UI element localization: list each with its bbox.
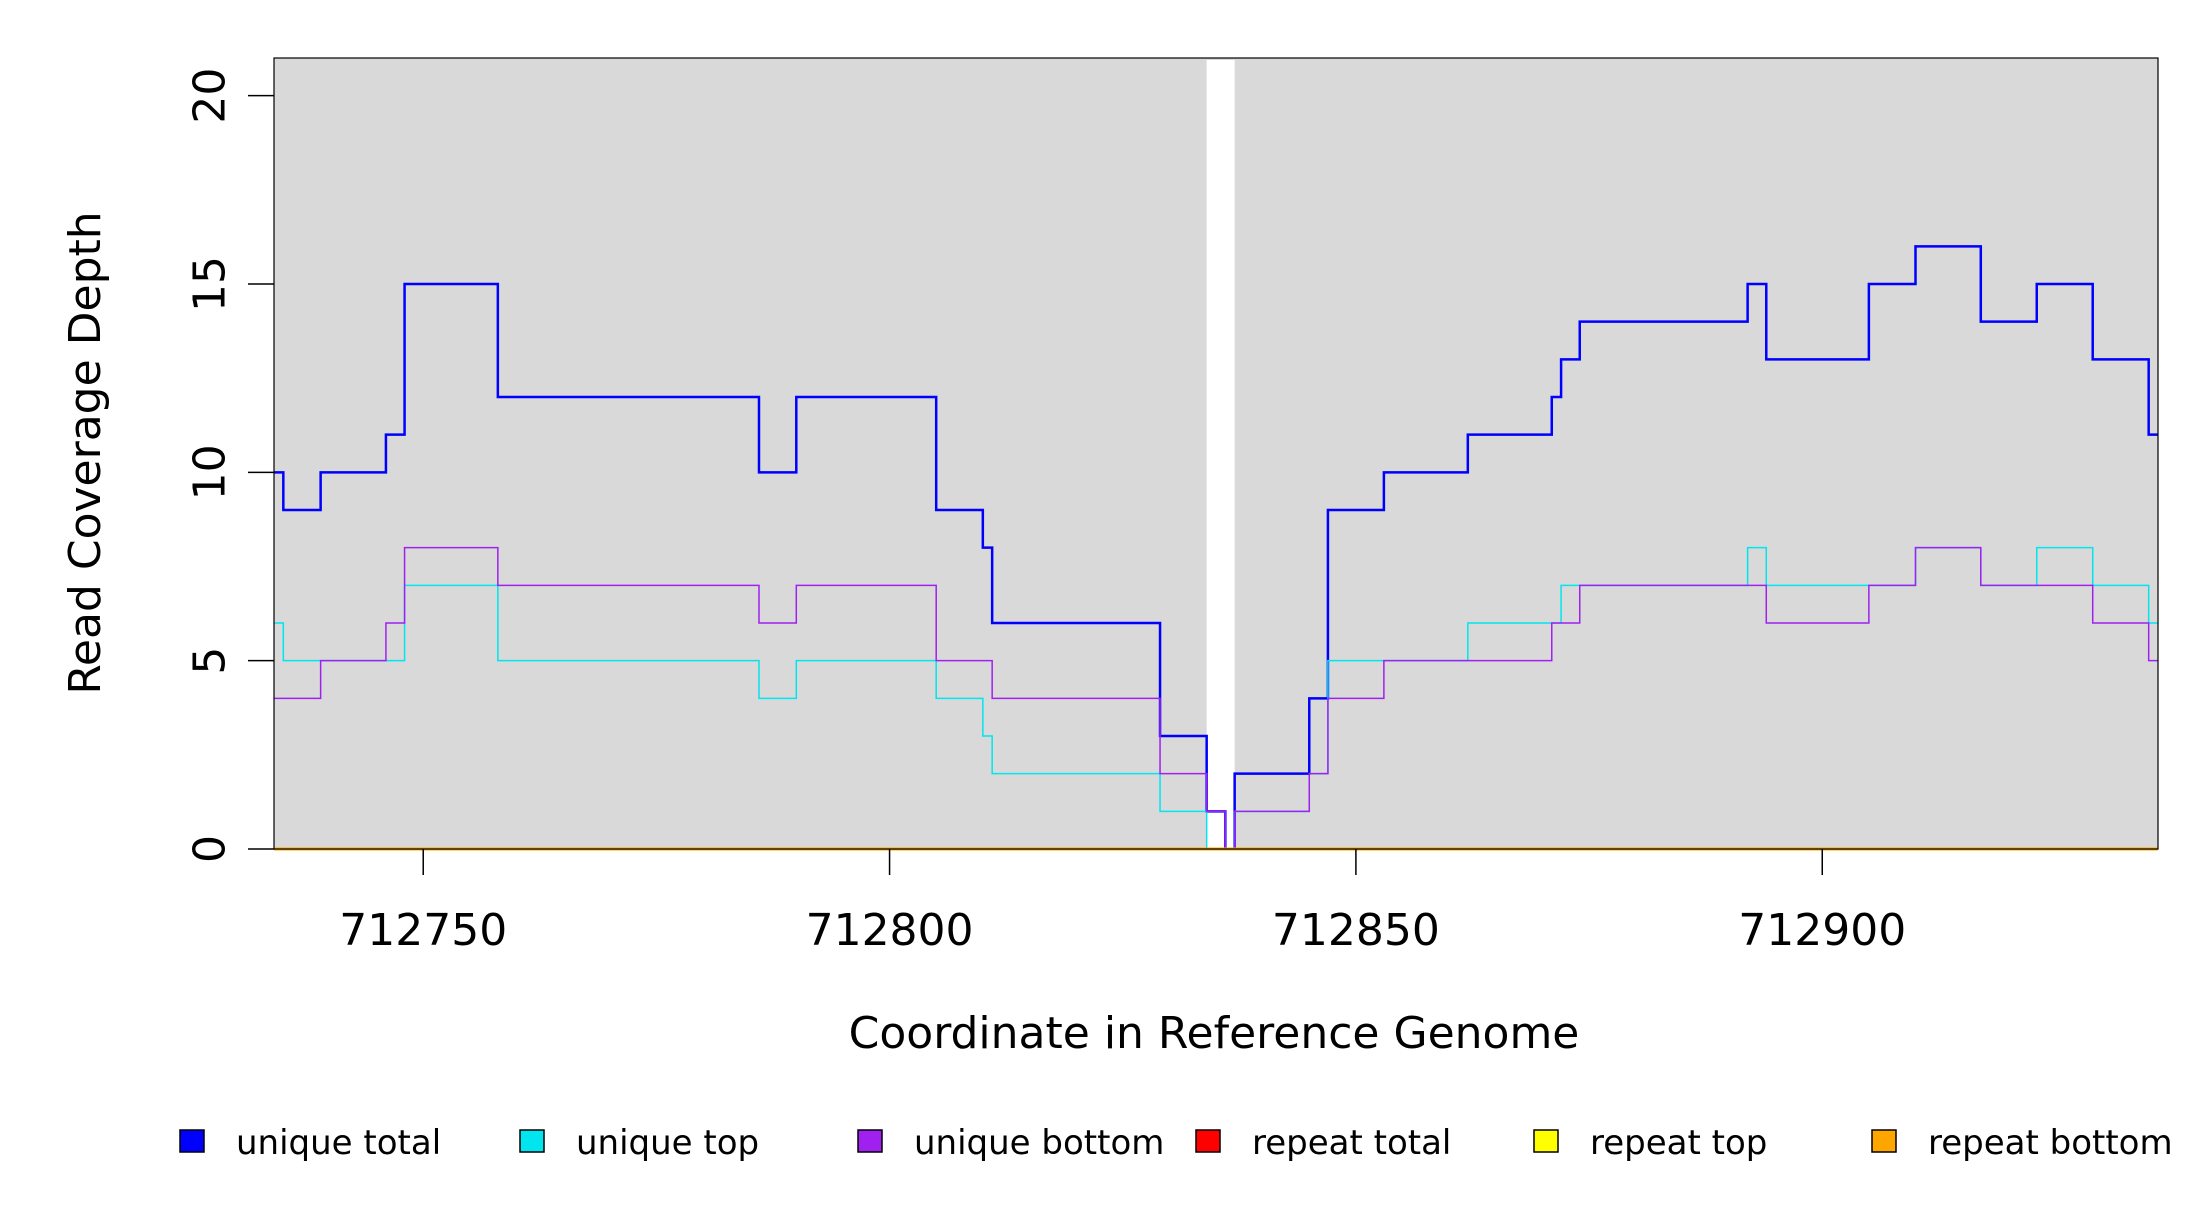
legend-label-repeat-bottom: repeat bottom — [1928, 1123, 2173, 1163]
y-tick-label-0: 0 — [184, 835, 235, 863]
legend-label-repeat-top: repeat top — [1590, 1123, 1767, 1163]
legend-swatch-unique-total — [179, 1129, 205, 1153]
plot-frame — [273, 57, 2159, 850]
series-unique-total-line — [274, 245, 2158, 851]
coverage-gap-band — [1206, 60, 1235, 849]
legend-swatch-repeat-total — [1195, 1129, 1221, 1153]
legend-swatch-repeat-bottom — [1871, 1129, 1897, 1153]
y-tick-label-15: 15 — [184, 256, 235, 312]
y-tick-label-5: 5 — [184, 647, 235, 675]
legend-label-unique-bottom: unique bottom — [914, 1123, 1164, 1163]
y-axis-title: Read Coverage Depth — [60, 211, 111, 694]
legend-swatch-unique-bottom — [857, 1129, 883, 1153]
x-tick-label-712800: 712800 — [806, 905, 974, 956]
legend-label-unique-top: unique top — [576, 1123, 759, 1163]
x-tick-label-712900: 712900 — [1738, 905, 1906, 956]
x-axis-title: Coordinate in Reference Genome — [849, 1008, 1580, 1059]
x-tick-label-712750: 712750 — [339, 905, 507, 956]
y-tick-label-10: 10 — [184, 444, 235, 500]
series-unique-bottom-line — [274, 546, 2158, 850]
x-tick-label-712850: 712850 — [1272, 905, 1440, 956]
legend-swatch-repeat-top — [1533, 1129, 1559, 1153]
legend-label-repeat-total: repeat total — [1252, 1123, 1451, 1163]
legend: unique total unique top unique bottom repea… — [179, 1123, 2173, 1163]
y-tick-label-20: 20 — [184, 68, 235, 124]
legend-swatch-unique-top — [519, 1129, 545, 1153]
legend-label-unique-total: unique total — [236, 1123, 441, 1163]
